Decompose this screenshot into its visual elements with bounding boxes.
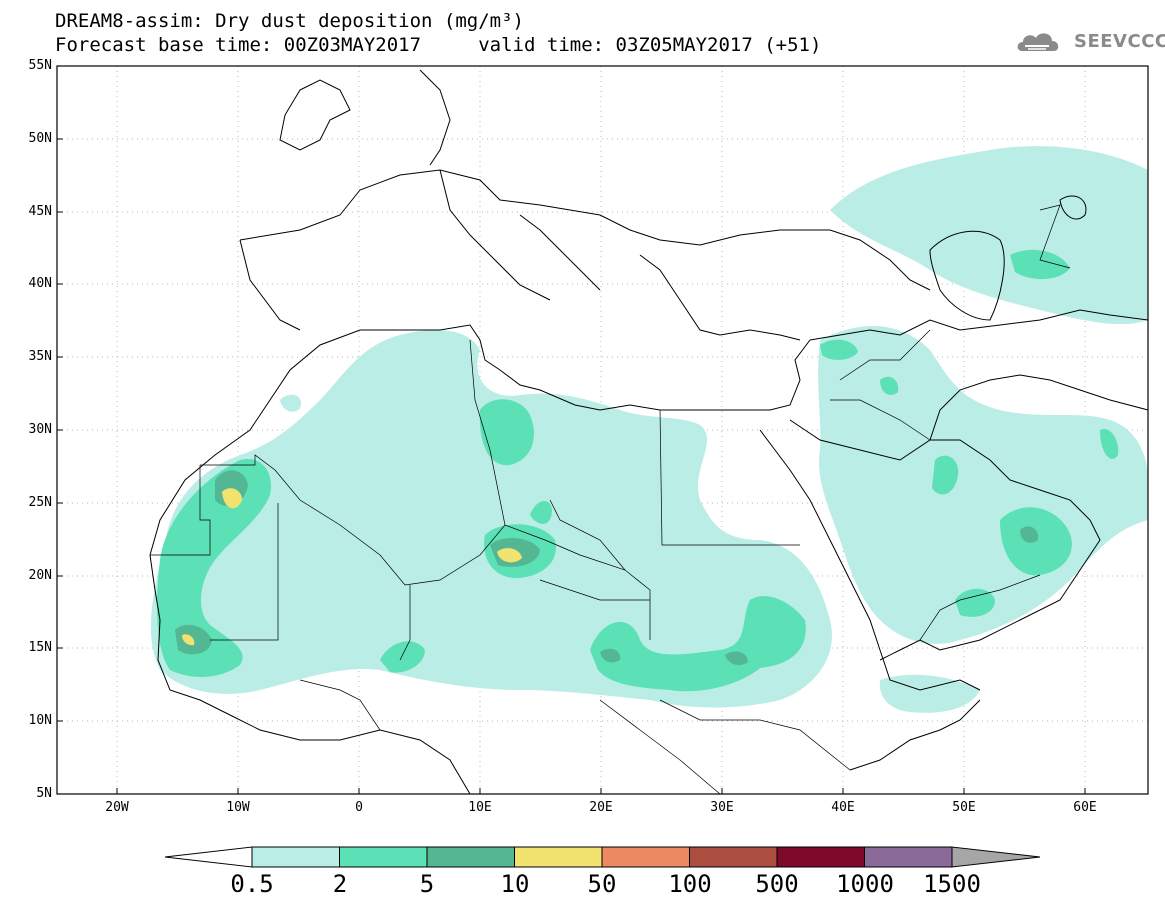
lon-label: 60E	[1073, 800, 1097, 815]
dust-level-10	[182, 488, 522, 646]
colorbar-label: 50	[587, 870, 617, 898]
lon-label: 10E	[468, 800, 492, 815]
colorbar-label: 1500	[923, 870, 981, 898]
coastlines	[149, 69, 1148, 794]
borders	[150, 204, 1071, 794]
lon-label: 40E	[831, 800, 855, 815]
lat-label: 30N	[28, 422, 52, 437]
lat-label: 15N	[28, 640, 52, 655]
lon-label: 20W	[105, 800, 129, 815]
map-subtitle: Forecast base time: 00Z03MAY2017 valid t…	[55, 34, 822, 56]
map-title: DREAM8-assim: Dry dust deposition (mg/m³…	[55, 10, 524, 32]
colorbar-label: 2	[332, 870, 348, 898]
colorbar-label: 10	[500, 870, 530, 898]
dust-level-0.5	[150, 146, 1148, 713]
tick-marks	[57, 65, 1086, 794]
lat-label: 20N	[28, 568, 52, 583]
cloud-icon	[1017, 33, 1059, 51]
lat-label: 25N	[28, 495, 52, 510]
lat-label: 10N	[28, 713, 52, 728]
colorbar-label: 0.5	[230, 870, 274, 898]
colorbar-label: 1000	[836, 870, 894, 898]
lat-label: 5N	[36, 786, 52, 801]
lon-label: 50E	[952, 800, 976, 815]
lon-label: 10W	[226, 800, 250, 815]
colorbar-label: 5	[419, 870, 435, 898]
lon-label: 30E	[710, 800, 734, 815]
colorbar-label: 500	[755, 870, 799, 898]
colorbar-label: 100	[668, 870, 712, 898]
lon-label: 0	[355, 800, 363, 815]
lat-label: 55N	[28, 58, 52, 73]
logo-text: SEEVCCC	[1074, 31, 1165, 52]
lon-label: 20E	[589, 800, 613, 815]
lat-label: 35N	[28, 349, 52, 364]
lat-label: 50N	[28, 131, 52, 146]
lat-label: 40N	[28, 276, 52, 291]
lat-label: 45N	[28, 204, 52, 219]
